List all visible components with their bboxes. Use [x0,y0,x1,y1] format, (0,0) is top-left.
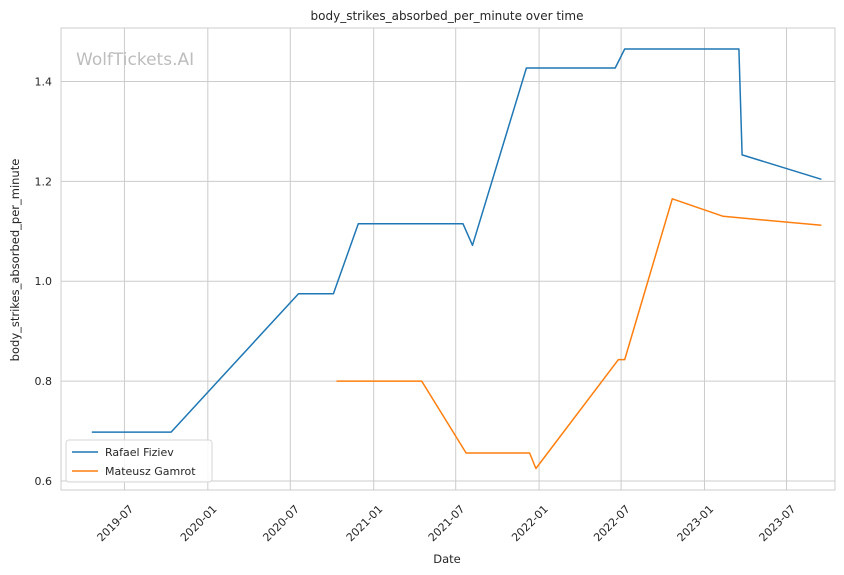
y-tick-label: 0.6 [35,475,53,488]
plot-area [60,27,836,491]
series-layer [91,48,822,470]
y-axis: 0.6 0.8 1.0 1.2 1.4 [35,75,53,488]
grid [61,28,835,490]
series-line-1 [336,198,822,470]
watermark: WolfTickets.AI [76,50,194,70]
y-tick-label: 1.2 [35,175,53,188]
y-tick-label: 0.8 [35,375,53,388]
legend-box [65,439,213,483]
legend-label: Rafael Fiziev [105,446,174,459]
legend: Rafael Fiziev Mateusz Gamrot [65,439,213,483]
y-tick-label: 1.4 [35,75,53,88]
chart-title: body_strikes_absorbed_per_minute over ti… [311,9,584,23]
legend-label: Mateusz Gamrot [105,465,196,478]
x-axis-label: Date [433,552,461,566]
y-tick-label: 1.0 [35,275,53,288]
series-line-0 [91,48,822,433]
y-axis-label: body_strikes_absorbed_per_minute [8,159,22,362]
